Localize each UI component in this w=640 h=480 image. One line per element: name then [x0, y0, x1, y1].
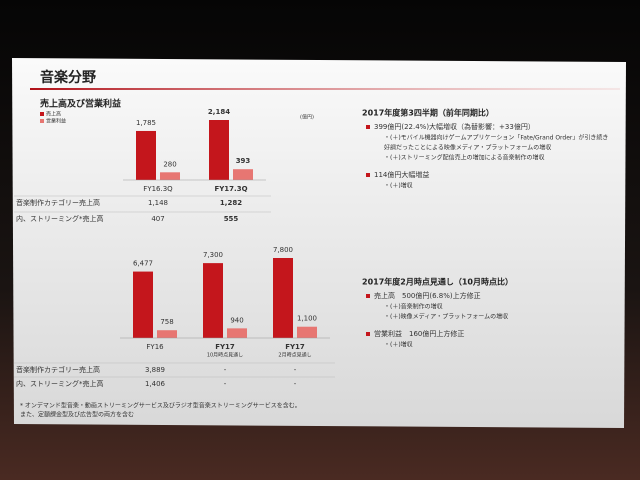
legend-label: 売上高	[46, 111, 61, 118]
commentary-sub: ・(＋)増収	[384, 341, 413, 349]
slide-title: 音楽分野	[40, 69, 96, 86]
commentary-heading: 2017年度2月時点見通し（10月時点比）	[362, 277, 513, 287]
bar	[233, 169, 253, 180]
table-cell: 内、ストリーミング*売上高	[16, 214, 104, 223]
legend-swatch	[40, 112, 44, 116]
commentary-item: 営業利益 160億円上方修正	[374, 329, 464, 338]
value-label: 7,800	[273, 246, 293, 254]
value-label: 2,184	[208, 108, 230, 116]
table-cell: 音楽制作カテゴリー売上高	[16, 365, 100, 374]
bullet	[366, 332, 370, 336]
commentary-sub: 好調だったことによる映像メディア・プラットフォームの増収	[384, 144, 551, 152]
commentary-item: 売上高 500億円(6.8%)上方修正	[374, 291, 481, 300]
table-cell: -	[294, 380, 297, 388]
value-label: 6,477	[133, 260, 153, 268]
bar	[273, 258, 293, 338]
table-cell: 1,406	[145, 380, 166, 388]
table-cell: 音楽制作カテゴリー売上高	[16, 198, 100, 207]
chart-title: 売上高及び営業利益	[40, 98, 121, 110]
table-cell: -	[294, 366, 297, 374]
value-label: 940	[230, 316, 243, 324]
category-label: FY17	[285, 343, 305, 351]
category-note: 10月時点見通し	[207, 352, 243, 359]
commentary-sub: ・(＋)映像メディア・プラットフォームの増収	[384, 313, 508, 321]
category-label: FY17.3Q	[214, 185, 247, 193]
footnote: * オンデマンド型音楽・動画ストリーミングサービス及びラジオ型音楽ストリーミング…	[20, 402, 301, 410]
table-cell: 555	[224, 215, 239, 223]
category-label: FY16	[146, 343, 164, 351]
value-label: 1,785	[136, 119, 156, 127]
bar	[160, 172, 180, 180]
legend-label: 営業利益	[46, 118, 66, 125]
table-cell: 1,282	[220, 199, 242, 207]
bar	[157, 330, 177, 338]
category-label: FY16.3Q	[143, 185, 173, 193]
bullet	[366, 294, 370, 298]
bar	[209, 120, 229, 180]
commentary-item: 399億円(22.4%)大幅増収（為替影響：+33億円）	[374, 122, 535, 131]
commentary-sub: ・(＋)増収	[384, 182, 413, 190]
value-label: 280	[163, 160, 176, 168]
commentary-heading: 2017年度第3四半期（前年同期比）	[362, 108, 494, 118]
commentary-sub: ・(＋)ストリーミング配信売上の増加による音楽制作の増収	[384, 154, 545, 162]
table-cell: -	[224, 366, 227, 374]
slide-background	[12, 58, 626, 428]
bar	[133, 271, 153, 338]
table-cell: 3,889	[145, 366, 165, 374]
table-cell: 1,148	[148, 199, 168, 207]
footnote: また、定額課金型及び広告型の両方を含む	[20, 411, 134, 419]
table-cell: 407	[151, 215, 164, 223]
value-label: 7,300	[203, 251, 223, 259]
table-cell: 内、ストリーミング*売上高	[16, 379, 104, 388]
commentary-sub: ・(＋)モバイル機器向けゲームアプリケーション「Fate/Grand Order…	[384, 134, 608, 142]
legend-swatch	[40, 119, 44, 123]
title-rule	[30, 88, 620, 90]
category-label: FY17	[215, 343, 235, 351]
value-label: 758	[160, 318, 173, 326]
unit: (億円)	[300, 114, 314, 121]
table-cell: -	[224, 380, 227, 388]
bullet	[366, 125, 370, 129]
bar	[227, 328, 247, 338]
commentary-item: 114億円大幅増益	[374, 170, 429, 179]
category-note: 2月時点見通し	[278, 352, 311, 359]
value-label: 393	[236, 157, 251, 165]
bullet	[366, 173, 370, 177]
bar	[136, 130, 156, 180]
bar	[203, 263, 223, 338]
commentary-sub: ・(＋)音楽制作の増収	[384, 303, 443, 311]
value-label: 1,100	[297, 315, 317, 323]
bar	[297, 326, 317, 338]
